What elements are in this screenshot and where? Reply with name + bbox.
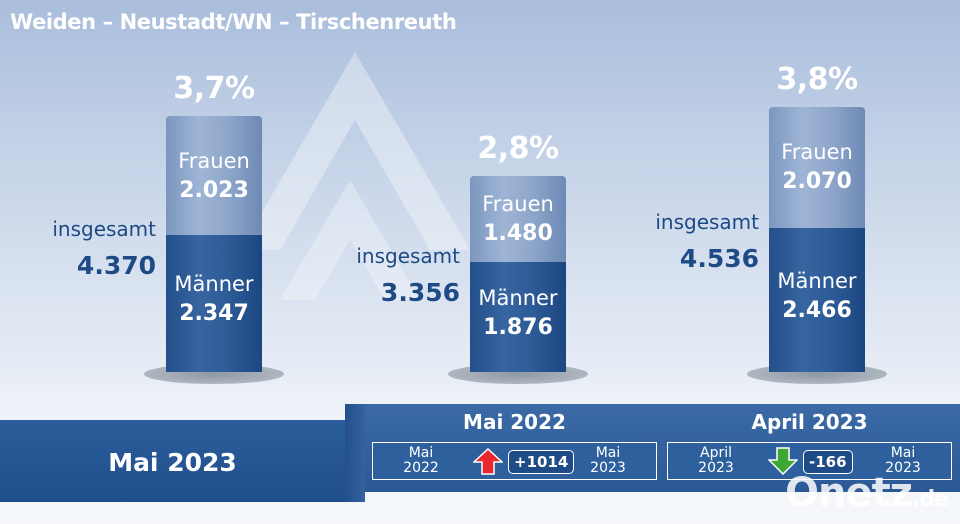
bar-frauen-2: Frauen 2.070 — [769, 106, 865, 228]
maenner-label-0: Männer 2.347 — [166, 269, 262, 329]
comparison-from-month-1: April — [700, 445, 732, 461]
bar-frauen-1: Frauen 1.480 — [470, 175, 566, 263]
maenner-name-0: Männer — [174, 272, 254, 297]
maenner-label-1: Männer 1.876 — [470, 283, 566, 343]
frauen-name-0: Frauen — [178, 148, 250, 173]
bar-maenner-1: Männer 1.876 — [470, 262, 566, 372]
comparison-from-year-0: 2022 — [403, 460, 439, 476]
comparison-title-1: April 2023 — [751, 410, 868, 434]
bar-maenner-0: Männer 2.347 — [166, 234, 262, 372]
comparison-to-1: Mai 2023 — [863, 446, 943, 476]
comparison-from-0: Mai 2022 — [381, 446, 461, 476]
total-label-2: insgesamt — [655, 209, 759, 234]
chart-title: Weiden – Neustadt/WN – Tirschenreuth — [10, 10, 457, 34]
total-value-1: 3.356 — [380, 278, 460, 308]
arrow-down-icon-1 — [768, 447, 798, 475]
rate-label-2: 3,8% — [776, 61, 858, 97]
maenner-label-2: Männer 2.466 — [769, 266, 865, 326]
bar-maenner-2: Männer 2.466 — [769, 227, 865, 372]
maenner-name-1: Männer — [478, 286, 558, 311]
current-period-label: Mai 2023 — [108, 448, 237, 477]
rate-label-0: 3,7% — [173, 71, 255, 107]
comparison-to-0: Mai 2023 — [568, 446, 648, 476]
frauen-name-1: Frauen — [482, 191, 554, 216]
total-value-2: 4.536 — [679, 243, 759, 273]
bar-frauen-0: Frauen 2.023 — [166, 116, 262, 235]
total-label-0: insgesamt — [52, 216, 156, 241]
comparison-to-year-0: 2023 — [590, 460, 626, 476]
rate-label-1: 2,8% — [477, 130, 559, 166]
comparison-title-0: Mai 2022 — [463, 410, 566, 434]
frauen-value-2: 2.070 — [782, 169, 852, 195]
arrow-up-icon-0 — [473, 447, 503, 475]
comparison-from-year-1: 2023 — [698, 460, 734, 476]
maenner-value-2: 2.466 — [782, 297, 852, 323]
comparison-from-1: April 2023 — [676, 446, 756, 476]
frauen-label-2: Frauen 2.070 — [769, 137, 865, 197]
bar-2: Frauen 2.070 Männer 2.466 — [769, 106, 865, 372]
bar-1: Frauen 1.480 Männer 1.876 — [470, 175, 566, 372]
frauen-label-1: Frauen 1.480 — [470, 189, 566, 249]
comparison-to-month-1: Mai — [890, 445, 916, 461]
band-step — [345, 404, 365, 502]
maenner-name-2: Männer — [777, 268, 857, 293]
total-label-1: insgesamt — [356, 244, 460, 269]
current-period-band — [0, 420, 345, 502]
comparison-to-year-1: 2023 — [885, 460, 921, 476]
bar-0: Frauen 2.023 Männer 2.347 — [166, 116, 262, 372]
frauen-value-0: 2.023 — [179, 177, 249, 203]
maenner-value-0: 2.347 — [179, 301, 249, 327]
maenner-value-1: 1.876 — [483, 315, 553, 341]
comparison-delta-0: +1014 — [508, 450, 575, 474]
comparison-box-1: April 2023 Mai 2023 -166 — [667, 442, 952, 480]
total-value-0: 4.370 — [76, 250, 156, 280]
comparison-to-month-0: Mai — [595, 445, 621, 461]
comparison-box-0: Mai 2022 Mai 2023 +1014 — [372, 442, 657, 480]
watermark: Onetz.de — [784, 470, 949, 516]
frauen-name-2: Frauen — [781, 140, 853, 165]
frauen-value-1: 1.480 — [483, 220, 553, 246]
frauen-label-0: Frauen 2.023 — [166, 146, 262, 206]
comparison-from-month-0: Mai — [408, 445, 434, 461]
comparison-delta-1: -166 — [803, 450, 853, 474]
